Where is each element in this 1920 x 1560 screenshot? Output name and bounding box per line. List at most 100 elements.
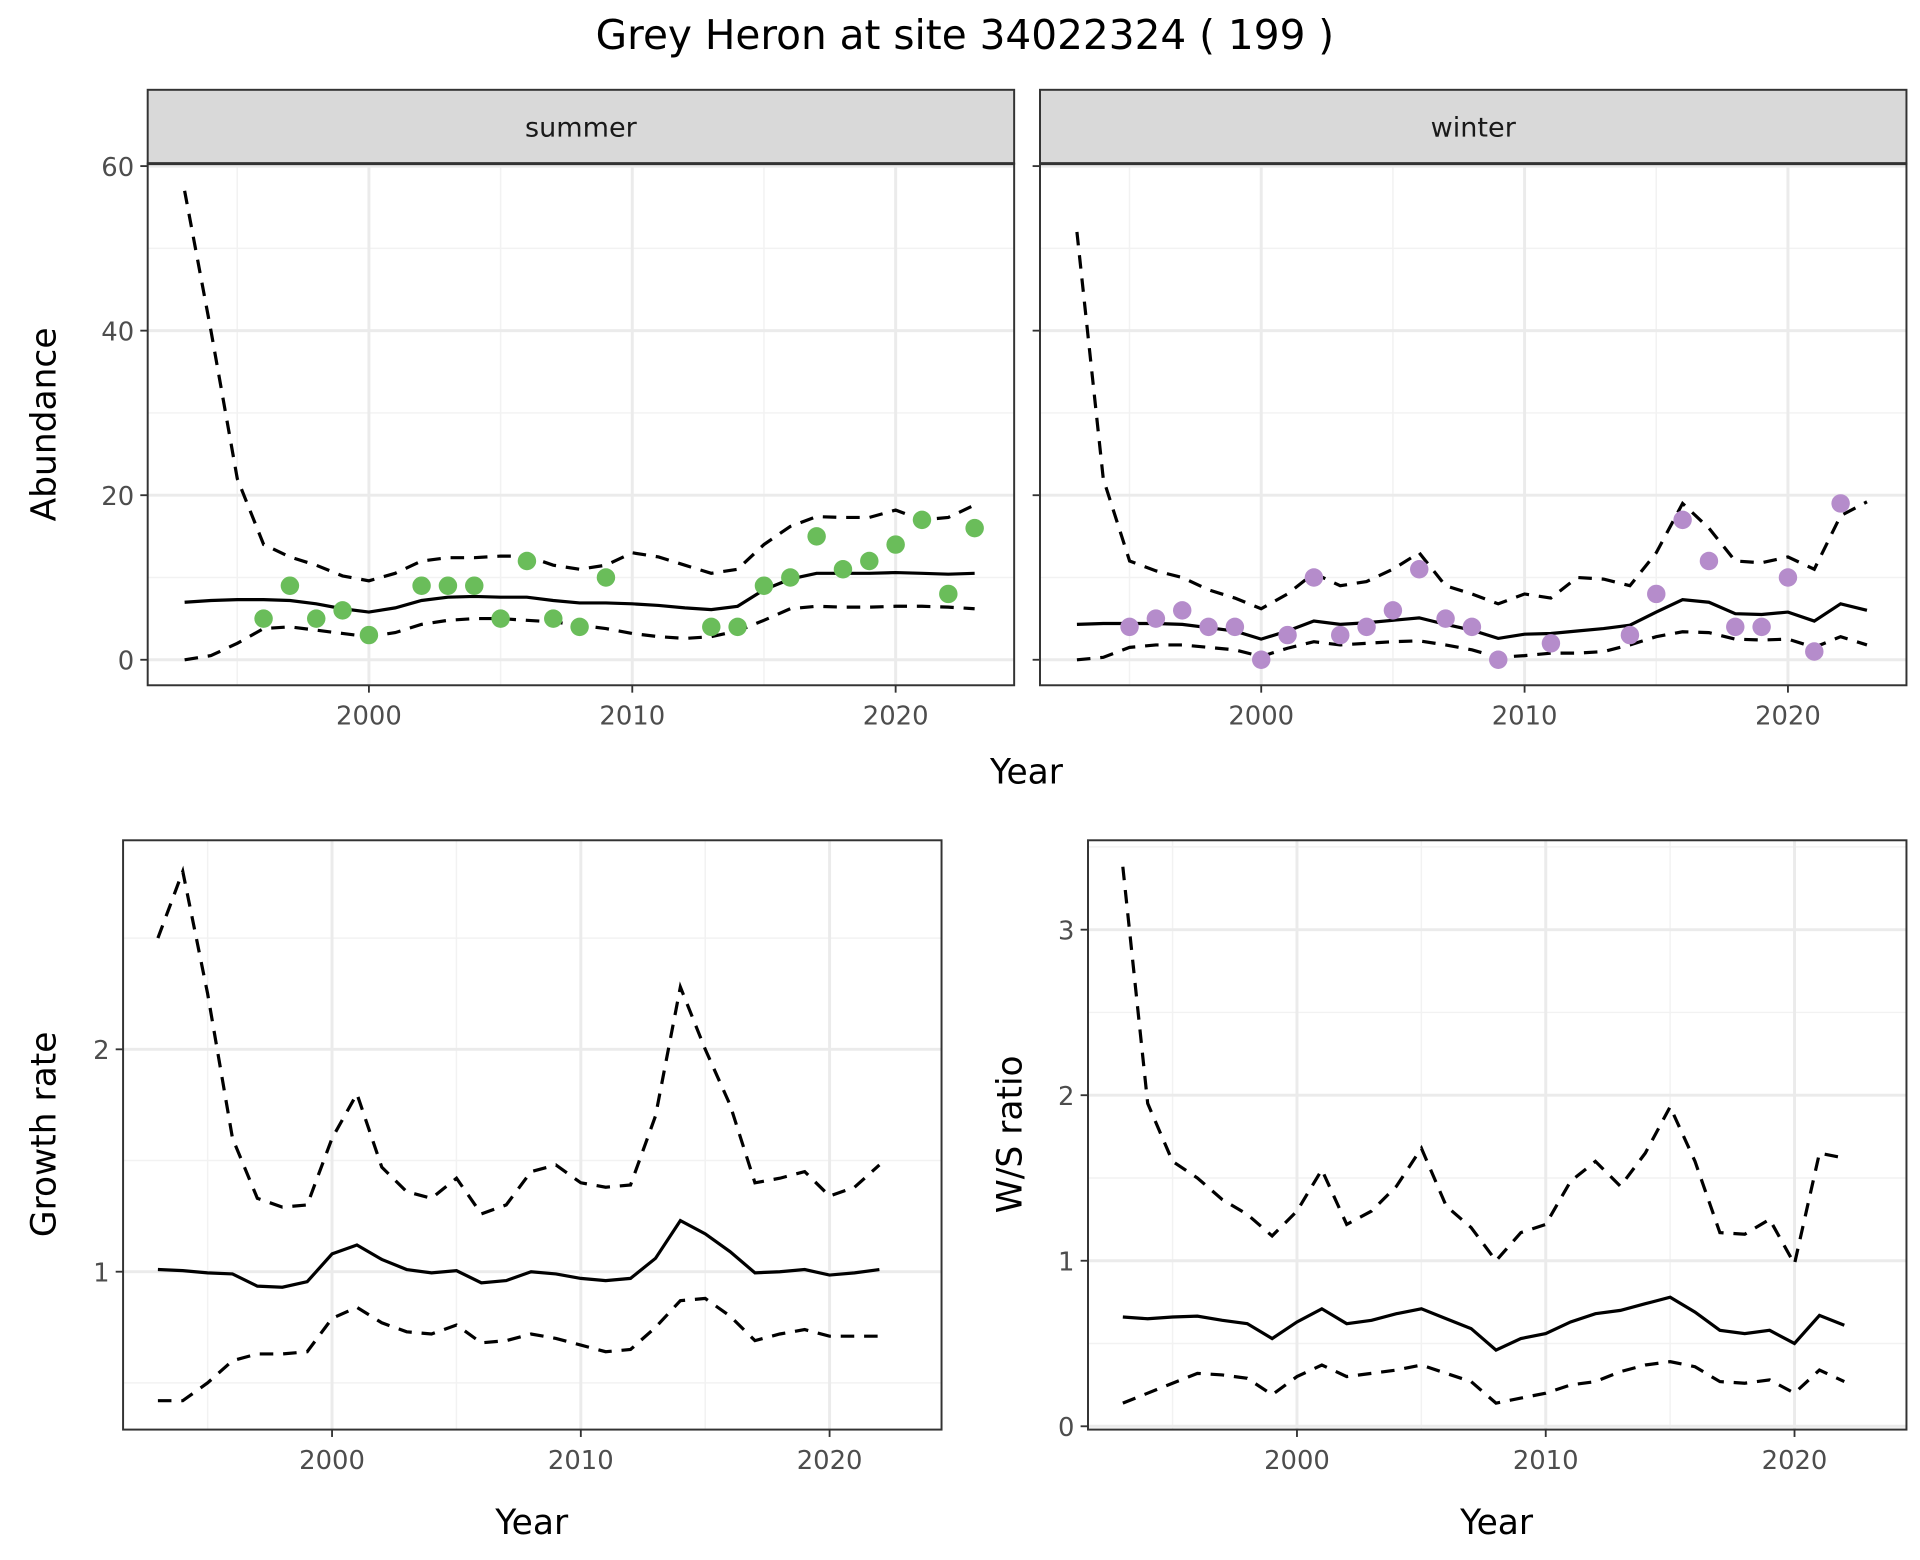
data-point [1357, 617, 1376, 637]
y-tick-label: 2 [93, 1036, 109, 1066]
data-point [1120, 617, 1139, 637]
lower-bound-line [1122, 1360, 1845, 1405]
lower-bound-line [157, 1296, 880, 1403]
data-point [1436, 609, 1455, 628]
upper-bound-line [1075, 231, 1868, 611]
upper-bound-line [1121, 866, 1845, 1269]
panel-summer: 2000 2010 2020 0 20 40 60 [101, 88, 1016, 732]
data-point [1699, 551, 1719, 571]
mean-line [157, 1218, 880, 1289]
x-tick-label: 2010 [599, 702, 665, 732]
upper-bound-line [183, 190, 976, 583]
y-axis-label-abundance: Abundance [24, 327, 64, 521]
panel-winter: 2000 2010 2020 [1032, 88, 1908, 732]
x-axis-label-ratio: Year [1459, 1503, 1534, 1543]
data-point [412, 576, 431, 595]
data-point [465, 576, 484, 595]
data-point [491, 609, 510, 628]
y-tick-label: 20 [101, 482, 134, 512]
data-point [1805, 642, 1824, 661]
data-point [1172, 601, 1192, 620]
data-point [860, 551, 879, 571]
data-point [728, 617, 747, 637]
data-point [912, 510, 932, 530]
data-point [939, 584, 958, 604]
data-point [1831, 494, 1850, 513]
x-tick-label: 2020 [863, 702, 929, 732]
data-point [886, 535, 905, 554]
data-point [1251, 650, 1271, 669]
y-axis-label-ratio: W/S ratio [991, 1055, 1031, 1213]
data-point [1752, 617, 1771, 637]
data-point [1410, 560, 1429, 579]
lower-bound-line [1076, 630, 1868, 662]
data-point [544, 609, 563, 628]
data-point [754, 576, 774, 595]
data-point [1726, 617, 1745, 637]
data-point [1278, 625, 1297, 645]
facet-label-summer: summer [525, 113, 638, 144]
x-tick-label: 2010 [1492, 702, 1558, 732]
data-point [1383, 601, 1403, 620]
y-tick-label: 2 [1058, 1082, 1074, 1112]
x-tick-label: 2010 [548, 1446, 614, 1476]
y-axis-label-growth: Growth rate [24, 1032, 64, 1238]
panel-border [1039, 162, 1908, 687]
x-tick-label: 2000 [1228, 702, 1294, 732]
data-point [965, 518, 984, 538]
data-point [1647, 584, 1666, 604]
x-tick-label: 2020 [797, 1446, 863, 1476]
data-point [807, 527, 826, 546]
panel-border [122, 839, 943, 1431]
x-tick-label: 2000 [299, 1446, 365, 1476]
x-axis-label-top: Year [989, 753, 1064, 793]
facet-strip [1039, 88, 1908, 165]
chart-title: Grey Heron at site 34022324 ( 199 ) [596, 11, 1334, 59]
panel-w-s-ratio: 2000 2010 2020 0 1 2 3 [1058, 839, 1908, 1476]
data-point [1462, 617, 1482, 637]
data-point [280, 576, 300, 595]
y-tick-label: 3 [1058, 917, 1074, 947]
y-tick-label: 60 [101, 153, 134, 183]
panel-border [1087, 839, 1908, 1431]
x-tick-label: 2000 [1264, 1446, 1330, 1476]
y-tick-label: 0 [118, 647, 134, 677]
y-tick-label: 40 [101, 317, 134, 347]
y-tick-label: 1 [93, 1259, 109, 1289]
data-point [1304, 568, 1324, 587]
x-tick-label: 2020 [1762, 1446, 1828, 1476]
data-point [1146, 609, 1166, 628]
data-point [1331, 625, 1350, 645]
data-point [570, 617, 589, 637]
x-tick-label: 2000 [336, 702, 402, 732]
data-point [1778, 568, 1798, 587]
panel-growth-rate: 2000 2010 2020 1 2 [93, 839, 943, 1476]
data-point [333, 601, 352, 620]
data-point [307, 609, 326, 628]
x-axis-label-growth: Year [494, 1503, 569, 1543]
y-tick-label: 0 [1058, 1413, 1074, 1443]
x-tick-label: 2020 [1755, 702, 1821, 732]
data-point [833, 560, 853, 579]
mean-line [1122, 1295, 1845, 1353]
data-point [596, 568, 616, 587]
data-point [781, 568, 800, 587]
facet-strip [146, 88, 1016, 165]
data-point [1199, 617, 1218, 637]
y-tick-label: 1 [1058, 1248, 1074, 1278]
data-point [1225, 617, 1245, 637]
data-point [359, 625, 379, 645]
data-point [702, 617, 721, 637]
data-point [254, 609, 273, 628]
x-tick-label: 2010 [1513, 1446, 1579, 1476]
data-point [1541, 634, 1561, 653]
data-point [517, 551, 537, 571]
data-point [1620, 625, 1640, 645]
data-point [438, 576, 458, 595]
facet-label-winter: winter [1431, 113, 1517, 144]
data-point [1673, 510, 1692, 530]
panel-border [146, 162, 1016, 687]
upper-bound-line [156, 865, 881, 1216]
data-point [1489, 650, 1508, 669]
